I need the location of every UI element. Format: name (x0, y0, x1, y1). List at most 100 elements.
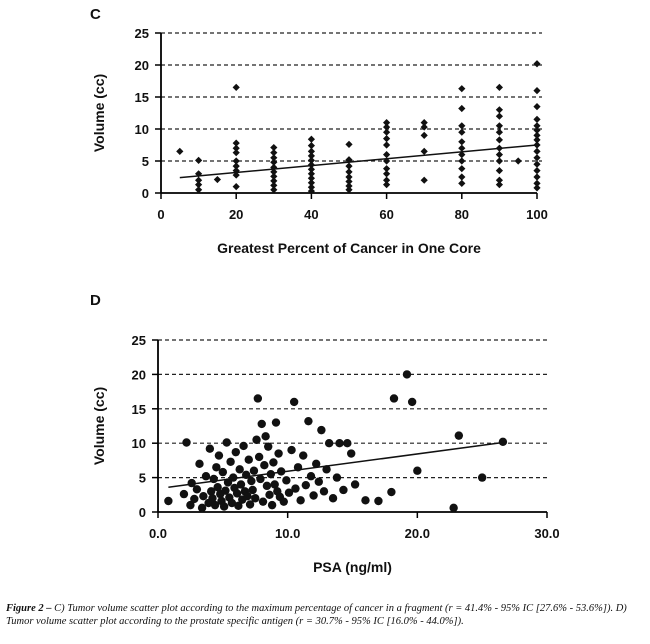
data-point (319, 487, 329, 496)
data-point (383, 181, 391, 189)
data-point (533, 103, 541, 111)
data-point (458, 122, 466, 130)
data-point (383, 119, 391, 127)
data-point (533, 147, 541, 155)
data-point (212, 463, 221, 472)
data-point (533, 184, 541, 192)
data-point (270, 181, 278, 189)
data-point (287, 445, 296, 455)
data-point (350, 480, 360, 489)
data-point (533, 136, 541, 144)
scatter-chart-d: 0 5 10 15 20 25 0.0 10.0 20.0 30.0 PSA (ng/ml) Volu… (91, 333, 560, 575)
data-point (236, 480, 246, 489)
data-point (279, 497, 288, 506)
data-point (284, 488, 294, 497)
data-point (199, 491, 208, 501)
data-point (186, 500, 195, 510)
data-point (254, 452, 264, 462)
data-point (270, 158, 278, 166)
data-point (205, 444, 215, 453)
data-point (307, 187, 315, 195)
data-point (420, 176, 428, 184)
data-point (264, 442, 273, 451)
data-point (195, 170, 203, 178)
data-point (232, 157, 240, 165)
data-point (176, 147, 184, 155)
data-point (301, 480, 311, 490)
data-point (251, 494, 260, 503)
data-point (274, 449, 283, 458)
data-point (495, 136, 503, 144)
data-point (387, 487, 396, 497)
data-point (270, 154, 278, 162)
data-point (322, 465, 331, 474)
x-tick-label: 40 (304, 207, 318, 222)
data-point (235, 465, 244, 474)
data-point (533, 87, 541, 95)
y-tick-label: 10 (135, 122, 149, 137)
data-point (195, 459, 204, 469)
data-point (195, 156, 203, 164)
data-point (458, 138, 466, 146)
data-point (420, 131, 428, 139)
data-point (458, 165, 466, 173)
data-point (420, 147, 428, 155)
data-point (383, 157, 391, 165)
data-point (309, 491, 318, 500)
data-point (307, 142, 315, 150)
data-point (307, 179, 315, 187)
data-point (270, 168, 278, 176)
data-point (270, 177, 278, 185)
data-point (179, 489, 189, 499)
x-tick-label: 0 (157, 207, 164, 222)
data-point (383, 151, 391, 159)
data-point (307, 147, 315, 155)
data-point (208, 494, 217, 503)
trend-line (168, 441, 504, 488)
data-point (332, 473, 342, 482)
data-point (267, 500, 277, 510)
data-point (449, 503, 458, 513)
data-point (420, 123, 428, 131)
data-point (311, 459, 321, 469)
trend-line (179, 144, 538, 179)
data-point (296, 496, 305, 505)
data-point (533, 173, 541, 181)
data-point (182, 438, 191, 447)
y-tick-label: 10 (132, 436, 146, 451)
data-point (244, 455, 253, 464)
data-point (533, 131, 541, 139)
y-tick-label: 15 (132, 402, 146, 417)
data-point (248, 485, 257, 495)
data-point (307, 156, 315, 164)
data-point (210, 500, 220, 510)
x-tick-label: 60 (379, 207, 393, 222)
y-tick-label: 25 (135, 26, 149, 41)
data-point (413, 466, 422, 475)
data-point (232, 144, 240, 152)
x-tick-label: 10.0 (275, 526, 300, 541)
data-point (206, 487, 216, 496)
data-point (232, 171, 240, 179)
data-point (269, 458, 278, 467)
data-point (270, 149, 278, 157)
data-point (345, 182, 353, 190)
data-point (339, 485, 348, 495)
data-point (195, 186, 203, 194)
x-tick-label: 100 (526, 207, 548, 222)
data-point (458, 179, 466, 187)
data-point (514, 157, 522, 165)
data-point (495, 83, 503, 91)
x-tick-label: 80 (455, 207, 469, 222)
data-point (227, 498, 237, 508)
data-point (477, 473, 487, 482)
data-point (383, 141, 391, 149)
data-point (260, 461, 269, 470)
x-tick-label: 20 (229, 207, 243, 222)
data-point (374, 496, 383, 506)
data-point (328, 494, 338, 503)
data-point (213, 175, 221, 184)
x-axis-title: PSA (ng/ml) (313, 559, 392, 575)
data-point (495, 167, 503, 175)
data-point (221, 486, 230, 495)
